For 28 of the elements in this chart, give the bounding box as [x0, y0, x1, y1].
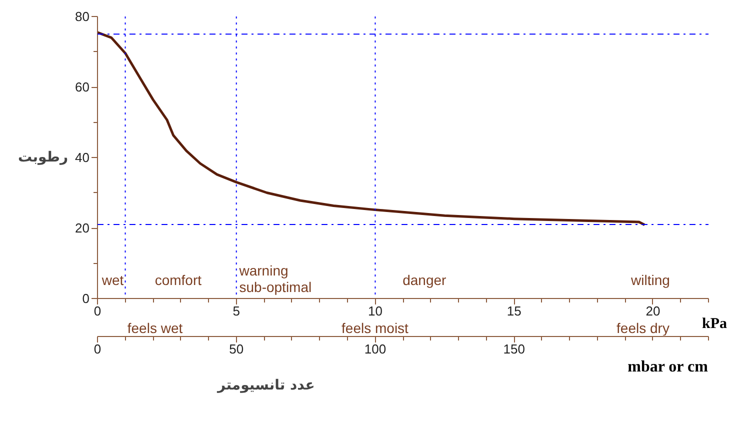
- line-series: [98, 31, 646, 226]
- annotation: danger: [402, 272, 447, 288]
- x2-tick-label: 50: [229, 342, 244, 356]
- annotation: wilting: [630, 272, 670, 288]
- x-tick-label: 15: [506, 304, 522, 318]
- text: عدد تانسیومتر: [216, 378, 315, 394]
- annotation: sub-optimal: [239, 279, 312, 296]
- y-tick-label: 0: [82, 291, 90, 306]
- x2-tick-label: 100: [364, 342, 386, 356]
- x-axis-title: kPa: [702, 315, 728, 334]
- annotation: comfort: [154, 272, 202, 288]
- x2-tick-label: 150: [503, 342, 525, 356]
- y-axis-title: رطوبت: [18, 150, 68, 166]
- x-tick-label: 10: [368, 304, 382, 318]
- y-tick-label: 20: [75, 220, 90, 236]
- y-tick-label: 80: [75, 9, 90, 24]
- text: feels dry: [616, 319, 670, 338]
- x-tick-label: 0: [94, 304, 102, 318]
- x2-tick-label: 0: [94, 342, 102, 356]
- text: feels wet: [127, 319, 183, 338]
- x-tick-label: 5: [232, 304, 240, 318]
- x-tick-label: 20: [646, 304, 660, 318]
- annotation: wet: [100, 272, 124, 288]
- text: feels moist: [342, 319, 408, 338]
- x2-axis-title: mbar or cm: [628, 358, 709, 376]
- y-tick-label: 60: [75, 80, 90, 94]
- y-tick-label: 40: [75, 150, 90, 165]
- annotation: warning: [238, 262, 288, 278]
